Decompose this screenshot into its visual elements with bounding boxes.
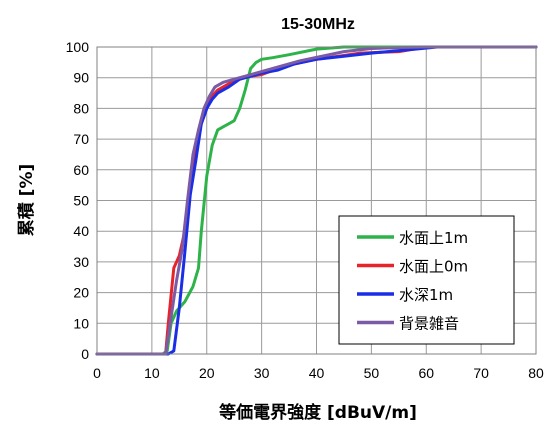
chart-title: 15-30MHz	[281, 16, 355, 33]
legend: 水面上1m 水面上0m 水深1m 背景雑音	[338, 215, 515, 345]
x-tick-label: 80	[528, 365, 544, 381]
y-tick-label: 80	[73, 100, 89, 116]
x-tick-label: 10	[144, 365, 160, 381]
y-tick-label: 70	[73, 131, 89, 147]
x-tick-label: 20	[199, 365, 215, 381]
x-tick-labels: 0 10 20 30 40 50 60 70 80	[93, 365, 544, 381]
series-line-4	[95, 45, 538, 356]
x-tick-label: 0	[93, 365, 101, 381]
series-line-3	[95, 45, 538, 356]
y-tick-label: 60	[73, 162, 89, 178]
x-axis-title: 等価電界強度 [dBuV/m]	[219, 402, 417, 423]
y-tick-label: 30	[73, 254, 89, 270]
y-axis-title: 累積 [%]	[16, 164, 37, 237]
y-tick-label: 20	[73, 285, 89, 301]
legend-label-3: 水深1m	[399, 286, 453, 304]
x-tick-label: 60	[418, 365, 434, 381]
legend-label-4: 背景雑音	[399, 315, 459, 333]
y-tick-label: 100	[66, 39, 90, 55]
y-tick-label: 50	[73, 193, 89, 209]
x-tick-label: 30	[254, 365, 270, 381]
y-tick-label: 90	[73, 70, 89, 86]
x-tick-label: 70	[473, 365, 489, 381]
x-tick-label: 40	[309, 365, 325, 381]
y-tick-labels: 0 10 20 30 40 50 60 70 80 90 100	[66, 39, 90, 362]
plot-frame	[96, 46, 537, 355]
y-tick-label: 0	[81, 346, 89, 362]
x-tick-label: 50	[364, 365, 380, 381]
y-tick-label: 40	[73, 223, 89, 239]
legend-label-1: 水面上1m	[399, 229, 468, 247]
legend-label-2: 水面上0m	[399, 258, 468, 276]
y-tick-label: 10	[73, 315, 89, 331]
series-lines	[95, 45, 538, 356]
